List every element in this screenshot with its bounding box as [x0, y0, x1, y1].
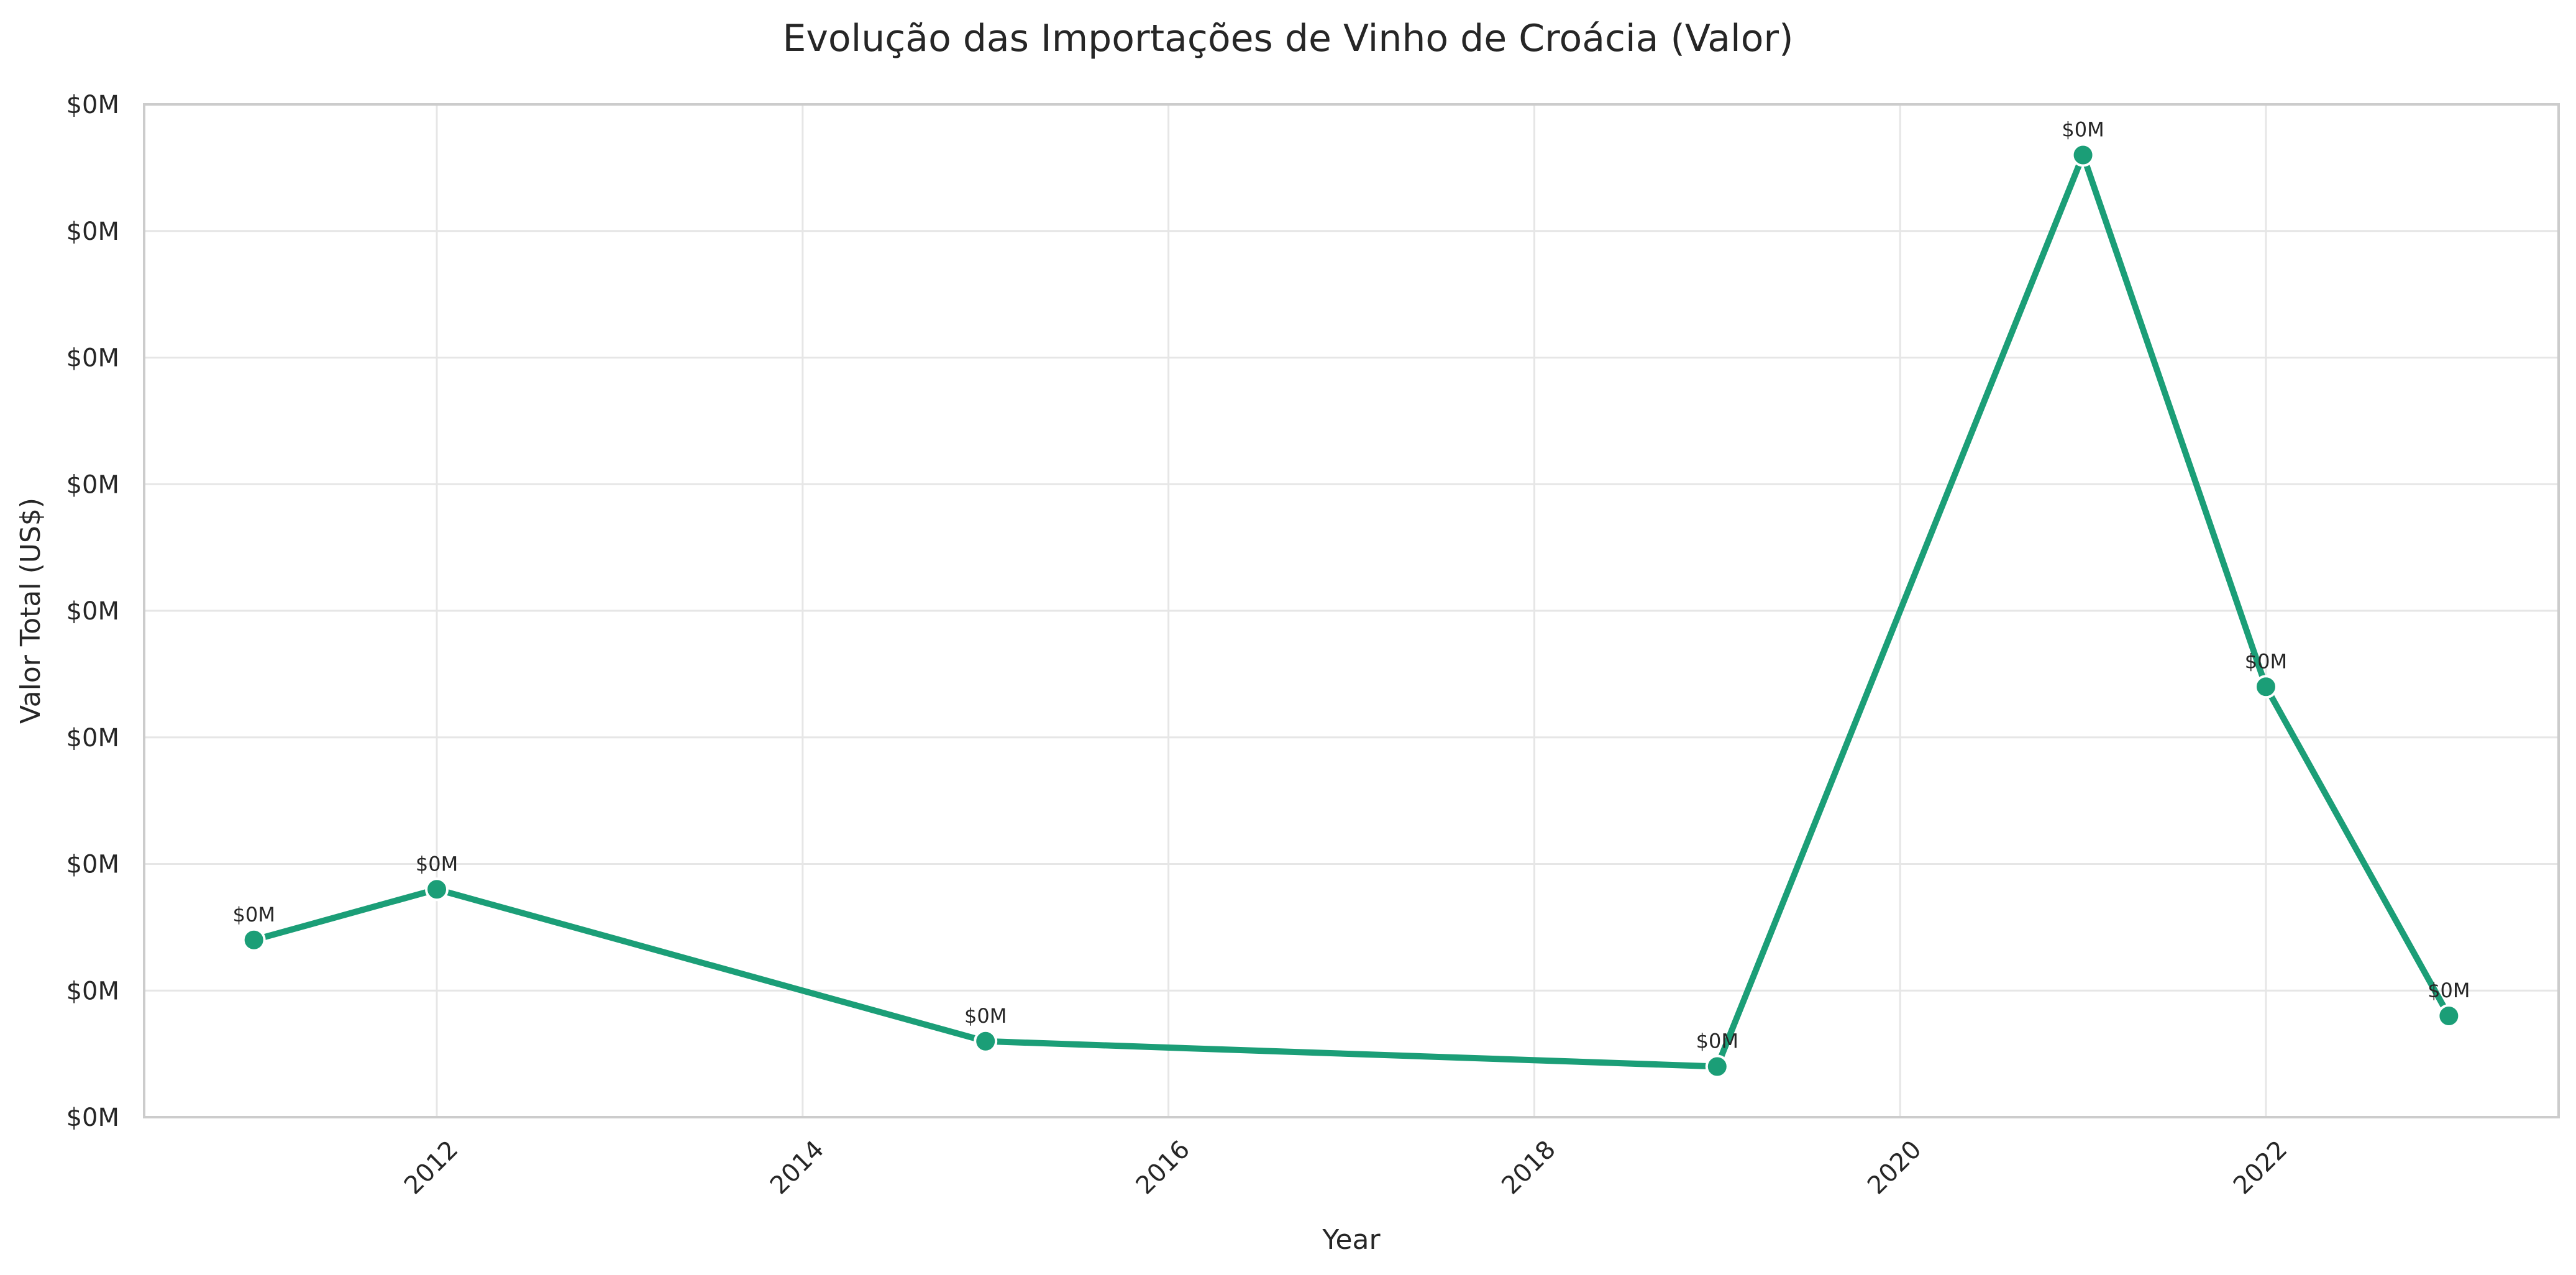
- data-point: [2071, 143, 2095, 167]
- data-point: [425, 877, 449, 902]
- data-label: $0M: [964, 1004, 1007, 1028]
- y-tick-label: $0M: [66, 91, 119, 119]
- data-label: $0M: [2428, 979, 2470, 1002]
- data-label: $0M: [232, 903, 275, 926]
- plot-area-frame: [143, 103, 2560, 1118]
- data-point: [2437, 1004, 2461, 1028]
- grid: [144, 103, 2559, 1118]
- y-tick-label: $0M: [66, 977, 119, 1005]
- data-label: $0M: [1696, 1030, 1738, 1053]
- y-tick-label: $0M: [66, 724, 119, 752]
- data-label: $0M: [2245, 649, 2287, 673]
- data-labels: $0M $0M $0M $0M $0M $0M $0M: [232, 118, 2470, 1053]
- y-axis-ticks: $0M $0M $0M $0M $0M $0M $0M $0M $0M: [66, 91, 119, 1132]
- y-tick-label: $0M: [66, 344, 119, 373]
- y-tick-label: $0M: [66, 851, 119, 879]
- series-layer: [242, 143, 2461, 1079]
- y-tick-label: $0M: [66, 597, 119, 626]
- x-axis-label: Year: [1322, 1224, 1381, 1256]
- y-tick-label: $0M: [66, 1104, 119, 1132]
- data-point: [1705, 1054, 1729, 1079]
- chart-title: Evolução das Importações de Vinho de Cro…: [782, 17, 1793, 60]
- y-tick-label: $0M: [66, 470, 119, 499]
- data-label: $0M: [416, 852, 458, 875]
- y-tick-label: $0M: [66, 217, 119, 246]
- y-axis-label: Valor Total (US$): [15, 498, 47, 724]
- data-point: [242, 928, 266, 952]
- data-point: [2254, 675, 2278, 699]
- data-point: [974, 1029, 998, 1053]
- data-label: $0M: [2062, 118, 2104, 142]
